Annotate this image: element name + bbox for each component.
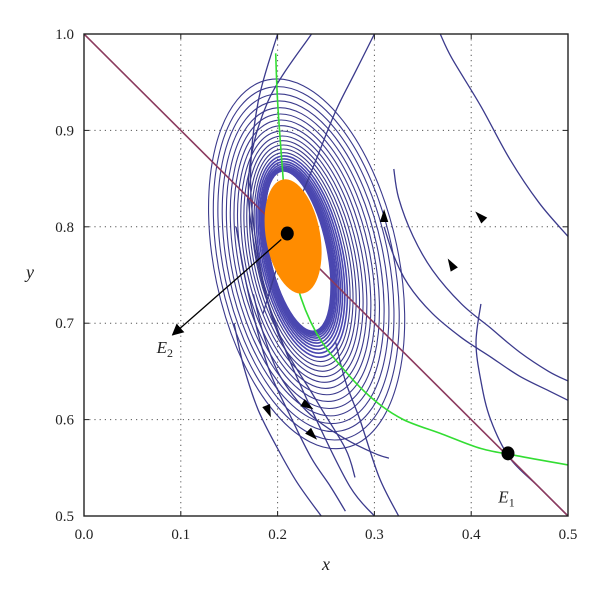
limit-cycle — [217, 93, 395, 433]
limit-cycle — [225, 107, 385, 417]
limit-cycle — [257, 158, 346, 354]
direction-arrow — [300, 399, 314, 410]
y-tick-label: 0.6 — [55, 413, 74, 429]
y-axis-label: y — [24, 262, 34, 282]
limit-cycle — [233, 119, 376, 402]
trajectory-line — [393, 168, 568, 382]
plot-frame — [83, 33, 569, 517]
nullcline-curve — [274, 53, 568, 466]
nullcline-straight — [84, 34, 568, 516]
x-tick-label: 0.0 — [75, 527, 94, 543]
x-tick-label: 0.5 — [559, 527, 578, 543]
trajectory-line — [383, 226, 568, 401]
y-tick-label: 0.9 — [55, 123, 74, 139]
direction-arrow — [379, 209, 389, 222]
trajectory-line — [233, 323, 322, 516]
trajectory-line — [252, 294, 390, 459]
equilibrium-label-main: E — [156, 338, 168, 357]
y-tick-label: 0.5 — [55, 509, 74, 525]
trajectory-line — [249, 34, 356, 478]
x-tick-label: 0.4 — [462, 527, 481, 543]
equilibrium-point — [501, 446, 515, 461]
x-tick-label: 0.1 — [171, 527, 190, 543]
equilibrium-e2-pointer — [171, 239, 282, 336]
equilibrium-label-subscript: 1 — [509, 495, 515, 509]
y-tick-label: 1.0 — [55, 27, 74, 43]
trajectory-line — [235, 226, 346, 512]
limit-cycle — [255, 155, 349, 358]
x-axis-label: x — [321, 554, 330, 574]
equilibrium-label: E2 — [156, 338, 173, 360]
x-tick-label: 0.3 — [365, 527, 384, 543]
x-tick-label: 0.2 — [268, 527, 287, 543]
limit-cycle — [212, 86, 400, 441]
y-tick-label: 0.8 — [55, 220, 74, 236]
trajectory-line — [335, 342, 400, 516]
y-tick-label: 0.7 — [55, 316, 74, 332]
direction-arrow — [475, 211, 488, 224]
direction-arrow — [262, 403, 271, 418]
limit-cycle-band — [207, 78, 406, 450]
plot-content — [84, 34, 568, 516]
limit-cycle — [246, 140, 361, 378]
trajectory-group — [233, 34, 568, 516]
axis-ticks: 0.0 0.1 0.2 0.3 0.4 0.5 0.5 0.6 0.7 0.8 0.9 1.0 — [55, 27, 577, 543]
nullcline-group — [84, 34, 568, 516]
equilibrium-label: E1 — [497, 487, 514, 509]
limit-cycle — [243, 135, 364, 383]
equilibrium-point — [280, 226, 294, 241]
direction-arrow — [305, 427, 318, 440]
limit-cycle — [240, 130, 368, 389]
equilibrium-label-subscript: 2 — [167, 346, 173, 360]
limit-cycle — [221, 100, 390, 425]
limit-cycle — [229, 113, 381, 410]
direction-arrow-group — [262, 209, 488, 440]
limit-cycle — [251, 148, 354, 367]
limit-cycle — [248, 144, 357, 372]
direction-arrow — [447, 258, 458, 272]
trajectory-line — [439, 34, 568, 237]
equilibrium-label-main: E — [497, 487, 509, 506]
